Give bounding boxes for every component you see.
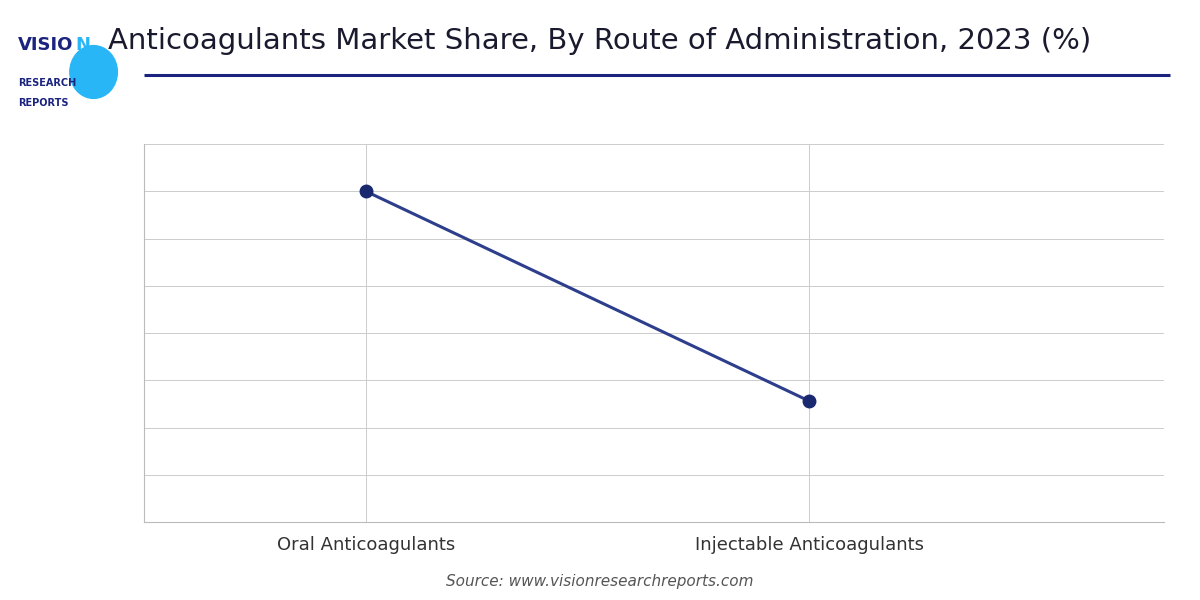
Text: Anticoagulants Market Share, By Route of Administration, 2023 (%): Anticoagulants Market Share, By Route of… (108, 27, 1092, 55)
Text: N: N (76, 36, 91, 54)
Text: VISIO: VISIO (18, 36, 73, 54)
Text: Source: www.visionresearchreports.com: Source: www.visionresearchreports.com (446, 574, 754, 589)
Text: RESEARCH: RESEARCH (18, 78, 77, 88)
Circle shape (70, 46, 118, 98)
Text: REPORTS: REPORTS (18, 98, 68, 109)
